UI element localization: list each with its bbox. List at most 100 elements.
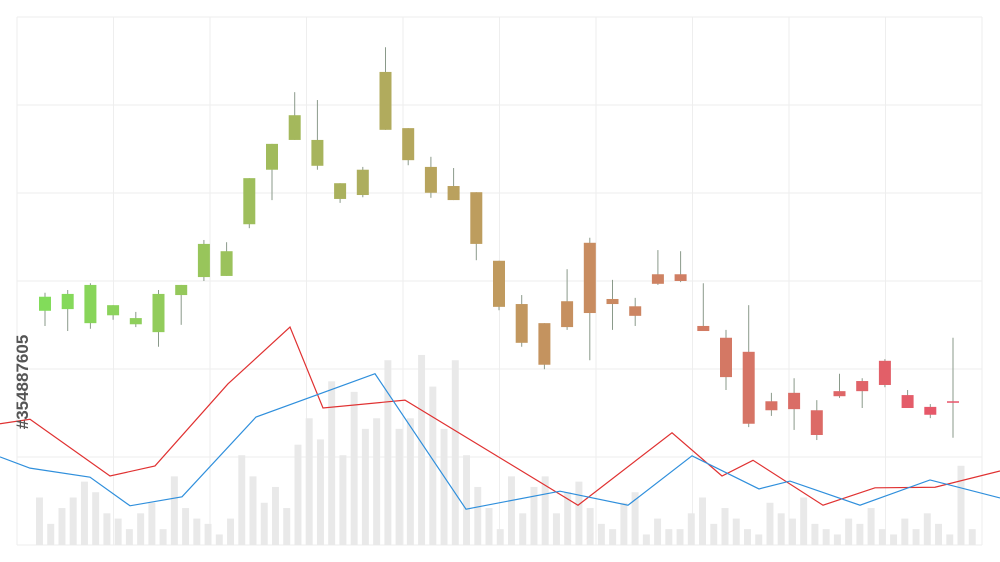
volume-bar [80,481,88,545]
volume-bar [654,518,662,545]
volume-bar [294,444,302,545]
volume-bar [508,476,515,545]
volume-bar [215,534,223,545]
candle-body [742,351,755,424]
volume-bar [69,497,77,545]
volume-bar [811,523,819,545]
volume-bar [946,534,954,545]
volume-bar [92,492,100,545]
volume-bar [406,418,414,545]
volume-bar [384,360,392,545]
candle-body [833,391,846,397]
candle-body [629,306,642,316]
watermark-id: #354887605 [13,335,32,430]
candle-body [947,401,959,403]
volume-bar [968,529,976,545]
volume-bar [47,523,55,545]
volume-bar [901,518,909,545]
volume-bar [935,523,943,545]
volume-bar [227,518,235,545]
volume-bar [687,513,695,545]
candle-body [651,274,664,284]
volume-bar [316,439,324,545]
candle-body [447,186,460,201]
volume-bar [609,529,617,545]
volume-bar [260,502,268,545]
volume-bar [429,386,437,545]
volume-bar [552,513,560,545]
volume-bar [58,508,66,545]
candle-body [810,410,823,435]
candle-body [720,337,732,378]
volume-bar [125,529,133,545]
candle-body [61,293,74,310]
volume-bar [328,381,336,545]
volume-bar [148,502,156,545]
volume-bar [620,502,628,545]
volume-bar [800,497,808,545]
volume-bar [238,455,246,545]
volume-bar [665,529,673,545]
volume-bar [170,476,178,545]
candle-body [84,284,97,324]
candle-body [674,274,687,281]
candle-body [424,166,437,193]
candle-body [470,192,483,244]
volume-bar [350,391,358,545]
candle-body [288,115,301,140]
candle-body [175,284,188,296]
volume-bar [440,428,448,545]
volume-bar [597,523,605,545]
volume-bar [710,523,718,545]
volume-bar [631,492,639,545]
volume-bar [305,418,313,545]
candle-body [356,169,369,196]
volume-bar [912,529,920,545]
line-series [0,326,1000,506]
volume-bar [923,513,931,545]
volume-bar [699,497,707,545]
candle-body [697,325,710,332]
volume-bar [463,455,471,545]
candle-body [402,128,415,161]
volume-bar [159,529,167,545]
volume-bar [395,428,403,545]
volume-bar [36,497,43,545]
volume-bar [586,508,594,545]
volume-bar [496,529,504,545]
candle-body [538,323,551,365]
volume-bar [361,428,369,545]
candle-body [197,243,210,278]
candle-body [493,260,505,307]
candle-body [39,296,51,311]
volume-bar [822,529,830,545]
volume-bar [890,534,898,545]
volume-bar [856,523,864,545]
volume-bar [519,513,527,545]
volume-bar [755,534,763,545]
volume-bar [878,529,886,545]
candle-body [107,305,120,316]
candle-body [878,360,891,385]
volume-bar [867,508,875,545]
candle-body [129,318,142,325]
volume-bar [103,513,111,545]
candle-body [152,293,165,333]
volume-bar [564,492,572,545]
volume-bar [249,476,257,545]
volume-bar [676,529,684,545]
volume-bar [485,508,493,545]
volume-bar [272,486,279,545]
candle-body [856,381,869,392]
volume-bar [474,486,482,545]
volume-bar [788,518,796,545]
volume-bar [137,513,145,545]
candle-body [561,301,574,328]
candle-body [901,395,914,409]
volume-bar [451,360,459,545]
candle-body [243,178,256,225]
volume-bar [193,518,201,545]
line-series [0,373,1000,510]
candle-body [379,71,392,130]
